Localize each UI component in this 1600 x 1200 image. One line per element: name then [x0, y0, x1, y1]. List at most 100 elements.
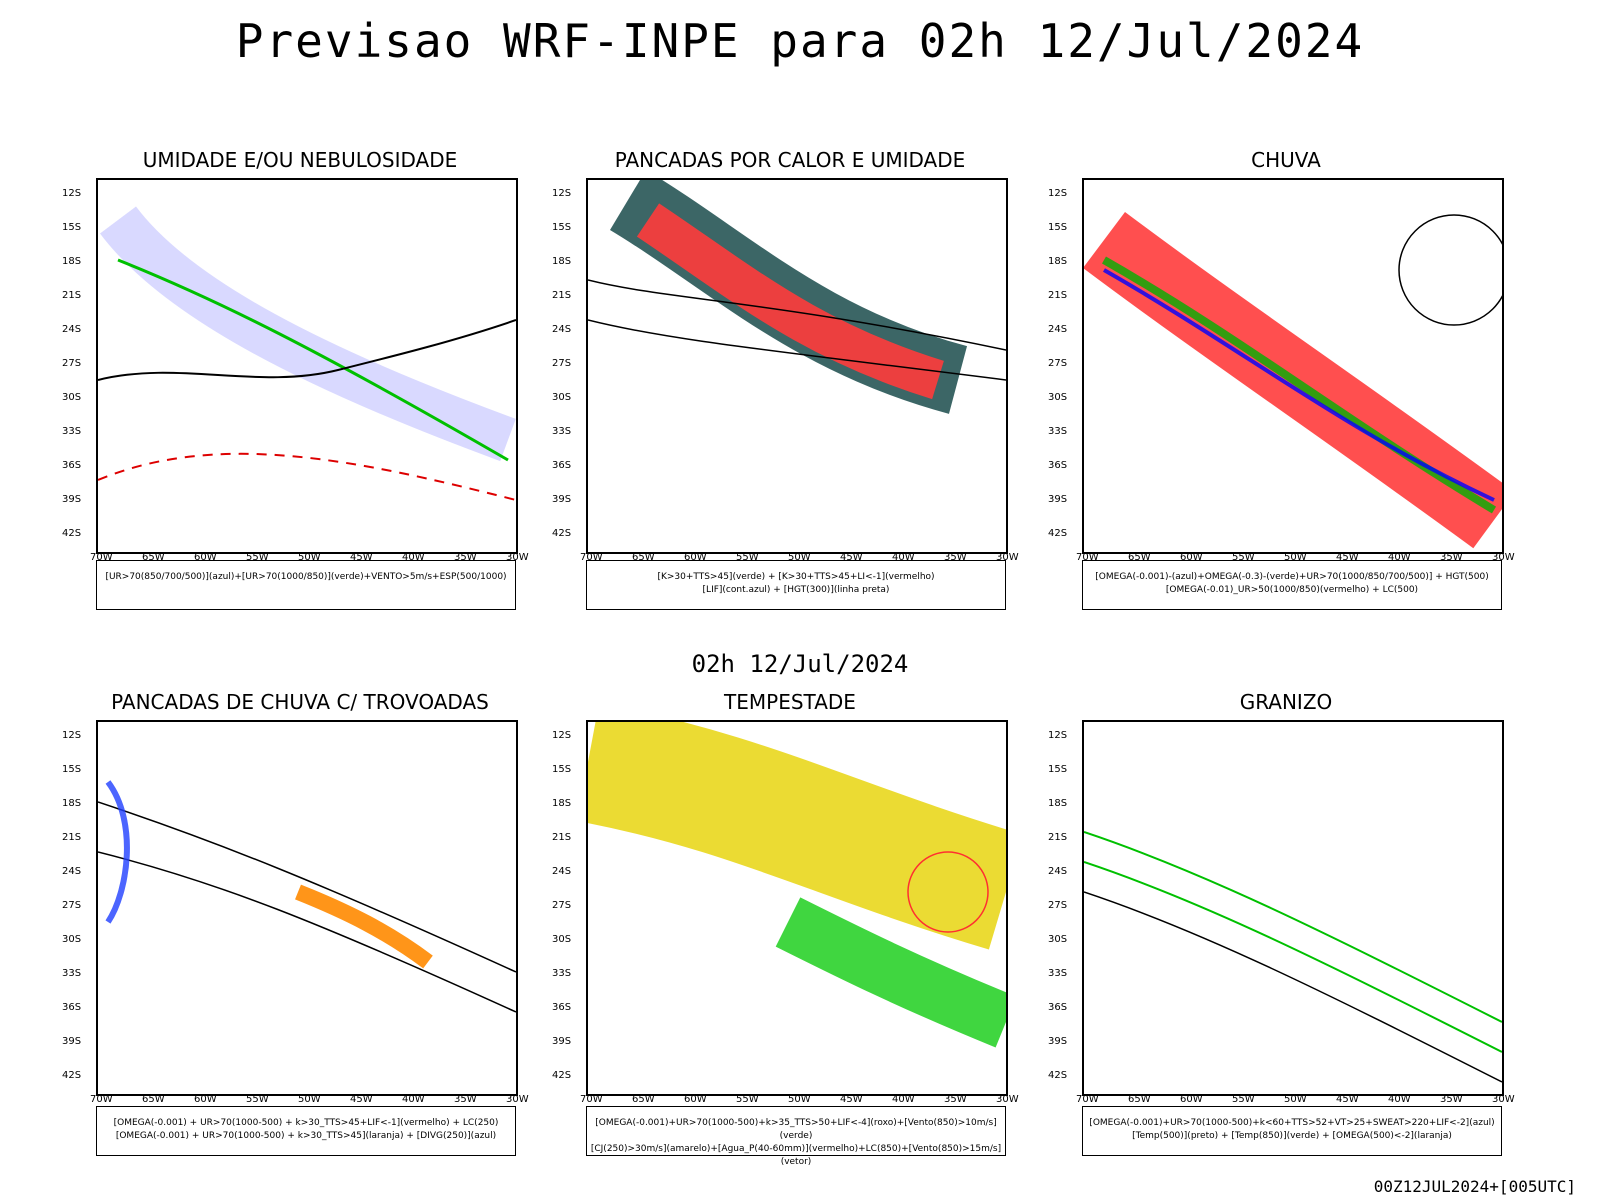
lon-tick: 45W: [350, 552, 373, 563]
lat-tick: 12S: [62, 730, 82, 741]
lat-tick: 30S: [62, 392, 82, 403]
lat-tick: 36S: [1048, 1002, 1068, 1013]
lat-tick: 18S: [552, 798, 572, 809]
lon-tick: 50W: [788, 552, 811, 563]
lon-tick: 30W: [506, 1094, 529, 1105]
lon-tick: 40W: [402, 1094, 425, 1105]
panel-title-2: PANCADAS POR CALOR E UMIDADE: [614, 148, 966, 172]
lon-tick: 35W: [944, 1094, 967, 1105]
lat-tick: 30S: [552, 392, 572, 403]
lon-tick: 50W: [298, 552, 321, 563]
lon-tick: 40W: [892, 552, 915, 563]
lat-tick: 24S: [552, 866, 572, 877]
lat-tick: 42S: [1048, 528, 1068, 539]
lat-tick: 27S: [552, 358, 572, 369]
legend-3: [OMEGA(-0.001)-(azul)+OMEGA(-0.3)-(verde…: [1082, 560, 1502, 610]
lat-tick: 36S: [552, 460, 572, 471]
lon-tick: 70W: [1076, 1094, 1099, 1105]
panel-title-6: GRANIZO: [1239, 690, 1333, 714]
lat-tick: 18S: [1048, 798, 1068, 809]
lon-tick: 40W: [892, 1094, 915, 1105]
map-2: [586, 178, 1008, 554]
lon-tick: 65W: [1128, 1094, 1151, 1105]
map-1-plot: [98, 180, 516, 552]
lon-tick: 40W: [1388, 1094, 1411, 1105]
legend-4-line-1: [OMEGA(-0.001) + UR>70(1000-500) + k>30_…: [113, 1118, 499, 1128]
lon-tick: 30W: [996, 552, 1019, 563]
lon-tick: 70W: [580, 1094, 603, 1105]
lon-tick: 70W: [1076, 552, 1099, 563]
lat-tick: 15S: [1048, 222, 1068, 233]
legend-1: [UR>70(850/700/500)](azul)+[UR>70(1000/8…: [96, 560, 516, 610]
lat-tick: 21S: [1048, 290, 1068, 301]
lon-tick: 35W: [1440, 552, 1463, 563]
lon-tick: 65W: [142, 1094, 165, 1105]
map-1: [96, 178, 518, 554]
lon-tick: 60W: [1180, 1094, 1203, 1105]
lon-tick: 30W: [1492, 552, 1515, 563]
lat-tick: 30S: [62, 934, 82, 945]
map-2-plot: [588, 180, 1006, 552]
lat-tick: 42S: [552, 528, 572, 539]
lat-tick: 39S: [552, 494, 572, 505]
legend-4-line-2: [OMEGA(-0.001) + UR>70(1000-500) + k>30_…: [115, 1131, 497, 1141]
lat-tick: 18S: [552, 256, 572, 267]
lon-tick: 30W: [1492, 1094, 1515, 1105]
lon-tick: 70W: [580, 552, 603, 563]
lat-tick: 12S: [1048, 730, 1068, 741]
lon-tick: 35W: [944, 552, 967, 563]
lon-tick: 65W: [632, 1094, 655, 1105]
map-3-plot: [1084, 180, 1502, 552]
lat-tick: 21S: [1048, 832, 1068, 843]
legend-5: [OMEGA(-0.001)+UR>70(1000-500)+k>35_TTS>…: [586, 1106, 1006, 1167]
lon-tick: 60W: [684, 1094, 707, 1105]
legend-5-line-2: [CJ(250)>30m/s](amarelo)+[Agua_P(40-60mm…: [590, 1144, 1002, 1167]
lat-tick: 21S: [62, 290, 82, 301]
lat-tick: 33S: [1048, 968, 1068, 979]
panel-title-5: TEMPESTADE: [724, 690, 856, 714]
lon-tick: 60W: [684, 552, 707, 563]
map-6-plot: [1084, 722, 1502, 1094]
lat-tick: 21S: [552, 832, 572, 843]
lon-tick: 65W: [142, 552, 165, 563]
lon-tick: 65W: [632, 552, 655, 563]
lat-tick: 39S: [552, 1036, 572, 1047]
panel-title-1: UMIDADE E/OU NEBULOSIDADE: [142, 148, 458, 172]
lon-tick: 45W: [840, 552, 863, 563]
lon-tick: 55W: [1232, 1094, 1255, 1105]
lon-tick: 50W: [298, 1094, 321, 1105]
lon-tick: 65W: [1128, 552, 1151, 563]
lon-tick: 55W: [736, 552, 759, 563]
page-subtitle: 02h 12/Jul/2024: [691, 650, 909, 678]
map-5: [586, 720, 1008, 1096]
lat-tick: 30S: [552, 934, 572, 945]
legend-2: [K>30+TTS>45](verde) + [K>30+TTS>45+LI<-…: [586, 560, 1006, 610]
legend-5-line-1: [OMEGA(-0.001)+UR>70(1000-500)+k>35_TTS>…: [595, 1118, 997, 1141]
legend-1-line-1: [UR>70(850/700/500)](azul)+[UR>70(1000/8…: [105, 572, 507, 582]
lat-tick: 12S: [552, 188, 572, 199]
lat-tick: 18S: [1048, 256, 1068, 267]
lat-tick: 15S: [62, 764, 82, 775]
lat-tick: 42S: [62, 1070, 82, 1081]
lat-tick: 15S: [1048, 764, 1068, 775]
lat-tick: 24S: [62, 324, 82, 335]
lat-tick: 15S: [552, 764, 572, 775]
lat-tick: 15S: [62, 222, 82, 233]
lat-tick: 24S: [1048, 324, 1068, 335]
lon-tick: 40W: [402, 552, 425, 563]
legend-6: [OMEGA(-0.001)+UR>70(1000-500)+k<60+TTS>…: [1082, 1106, 1502, 1156]
lat-tick: 42S: [1048, 1070, 1068, 1081]
lat-tick: 36S: [62, 460, 82, 471]
lon-tick: 60W: [194, 552, 217, 563]
panel-title-4: PANCADAS DE CHUVA C/ TROVOADAS: [111, 690, 489, 714]
legend-2-line-1: [K>30+TTS>45](verde) + [K>30+TTS>45+LI<-…: [657, 572, 935, 582]
map-4: [96, 720, 518, 1096]
lat-tick: 12S: [552, 730, 572, 741]
map-3: [1082, 178, 1504, 554]
lon-tick: 35W: [454, 552, 477, 563]
lat-tick: 21S: [62, 832, 82, 843]
lat-tick: 15S: [552, 222, 572, 233]
lat-tick: 30S: [1048, 392, 1068, 403]
lat-tick: 39S: [1048, 494, 1068, 505]
lat-tick: 24S: [1048, 866, 1068, 877]
